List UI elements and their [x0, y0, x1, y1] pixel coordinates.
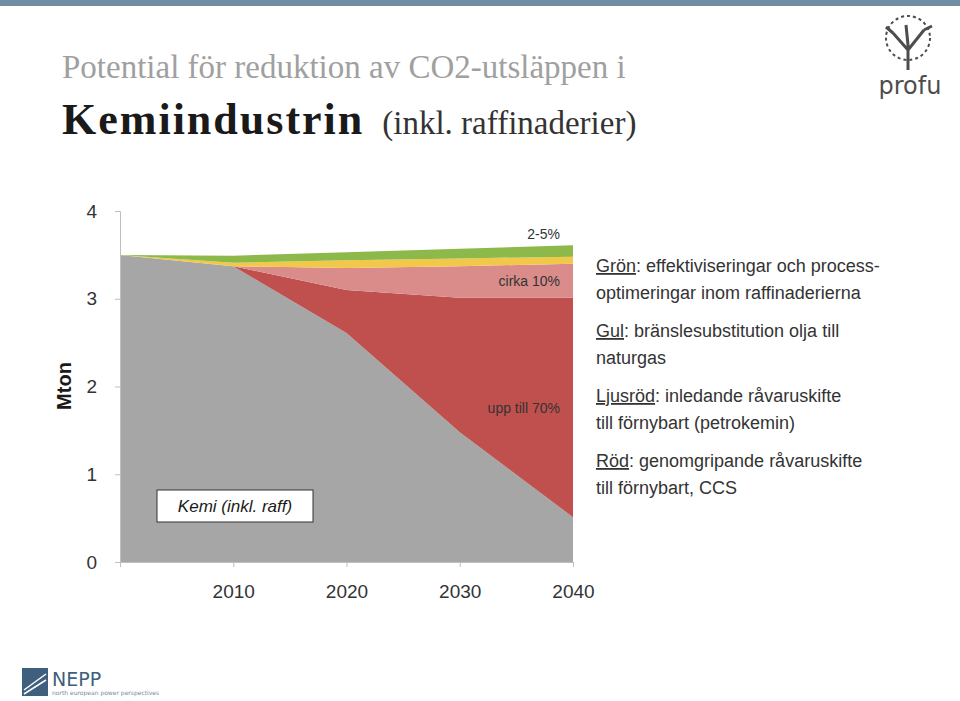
nepp-icon: [22, 668, 48, 696]
x-tick: 2010: [213, 562, 255, 602]
y-tick-mark: [115, 562, 120, 563]
subtitle-main: Kemiindustrin: [62, 95, 364, 144]
x-tick: 2020: [326, 562, 368, 602]
y-tick: 0: [86, 552, 120, 573]
profu-logo: profu: [879, 72, 942, 100]
x-tick: 2040: [552, 562, 594, 602]
profu-icon: [886, 25, 932, 70]
legend-text: : bränslesubstitution olja till: [624, 321, 839, 341]
y-tick-mark: [115, 387, 120, 388]
y-tick-label: 4: [86, 201, 97, 222]
y-tick-label: 1: [86, 464, 97, 485]
x-tick-mark: [460, 562, 461, 567]
legend-name: Ljusröd: [596, 386, 655, 406]
profu-icon-crown: [886, 16, 930, 60]
x-tick-label: 2010: [213, 581, 255, 602]
x-tick-mark: [347, 562, 348, 567]
legend: Grön: effektiviseringar och process-opti…: [596, 256, 880, 498]
y-tick: 1: [86, 464, 120, 485]
legend-entry: Gul: bränslesubstitution olja till: [596, 321, 839, 341]
legend-text: optimeringar inom raffinaderierna: [596, 283, 862, 303]
annotation: 2-5%: [527, 226, 560, 242]
y-tick: 4: [86, 201, 120, 222]
chart: Potential för reduktion av CO2-utsläppen…: [0, 0, 960, 701]
x-tick: 2030: [439, 562, 481, 602]
nepp-tagline: north european power perspectives: [52, 689, 159, 697]
annotation: cirka 10%: [499, 273, 560, 289]
legend-name: Gul: [596, 321, 624, 341]
x-tick-mark: [233, 562, 234, 567]
legend-text: till förnybart (petrokemin): [596, 413, 795, 433]
legend-name: Röd: [596, 451, 629, 471]
subtitle-note: (inkl. raffinaderier): [382, 105, 636, 142]
y-tick-label: 3: [86, 288, 97, 309]
top-rule: [0, 0, 960, 6]
area-series: [120, 255, 573, 562]
subtitle: Kemiindustrin (inkl. raffinaderier): [62, 95, 636, 144]
nepp-icon-lines: [24, 674, 46, 694]
plot-area: [120, 245, 573, 562]
x-tick-label: 2030: [439, 581, 481, 602]
y-tick-label: 2: [86, 376, 97, 397]
nepp-logo: NEPP: [52, 668, 101, 690]
y-tick-mark: [115, 299, 120, 300]
y-axis-title: Mton: [53, 362, 75, 410]
legend-entry: Röd: genomgripande råvaruskifte: [596, 451, 862, 471]
y-axis-line: [115, 212, 121, 563]
y-tick-mark: [115, 474, 120, 475]
area-series: [120, 255, 573, 298]
x-axis-line: [121, 563, 574, 568]
legend-text: : effektiviseringar och process-: [636, 256, 880, 276]
title: Potential för reduktion av CO2-utsläppen…: [62, 49, 626, 85]
annotation: upp till 70%: [488, 400, 560, 416]
series-label-box: [157, 490, 313, 522]
x-axis: 2010 2020 2030 2040: [121, 562, 595, 602]
y-tick: 2: [86, 376, 120, 397]
legend-text: : inledande råvaruskifte: [655, 386, 841, 406]
legend-entry: Grön: effektiviseringar och process-: [596, 256, 880, 276]
x-tick-mark: [573, 562, 574, 567]
legend-text: till förnybart, CCS: [596, 478, 737, 498]
y-axis: 0 1 2 3 4: [86, 201, 120, 573]
legend-entry: Ljusröd: inledande råvaruskifte: [596, 386, 841, 406]
x-tick-label: 2040: [552, 581, 594, 602]
y-tick: 3: [86, 288, 120, 309]
series-label: Kemi (inkl. raff): [178, 497, 292, 516]
legend-text: naturgas: [596, 348, 666, 368]
area-series: [120, 245, 573, 263]
legend-text: : genomgripande råvaruskifte: [629, 451, 862, 471]
y-tick-mark: [115, 211, 120, 212]
y-tick-label: 0: [86, 552, 97, 573]
legend-name: Grön: [596, 256, 636, 276]
x-tick-label: 2020: [326, 581, 368, 602]
area-series: [120, 255, 573, 517]
